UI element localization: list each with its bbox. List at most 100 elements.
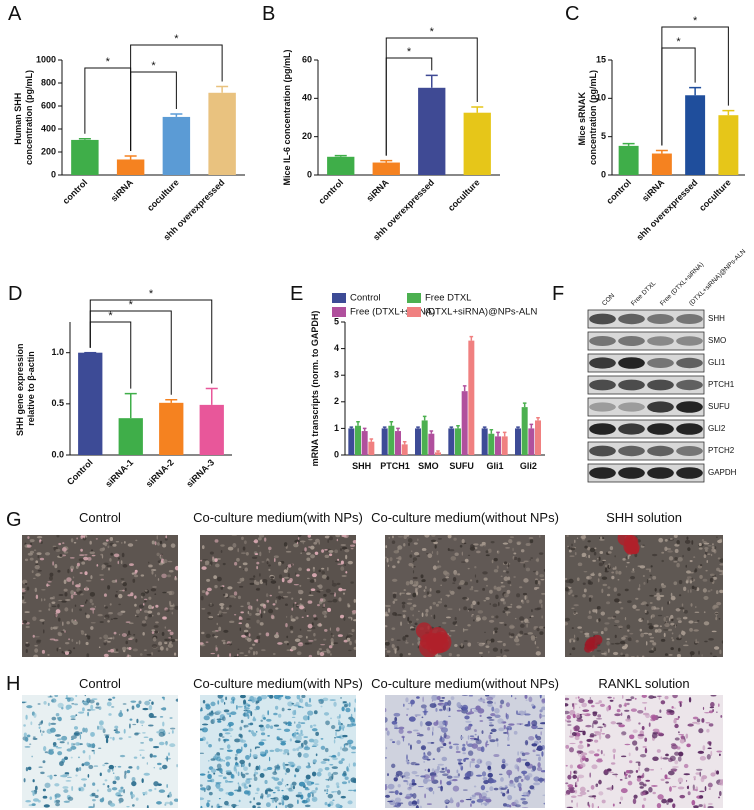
cell	[83, 750, 86, 753]
cell	[589, 597, 591, 602]
cell	[515, 697, 517, 699]
cell	[443, 705, 446, 711]
cell	[151, 716, 157, 718]
cell	[596, 609, 598, 613]
cell	[318, 570, 320, 573]
cell	[408, 598, 413, 600]
cell	[97, 789, 99, 791]
cell	[324, 615, 327, 618]
cell	[387, 558, 389, 563]
cell	[348, 561, 353, 565]
cell	[709, 742, 711, 746]
cell	[637, 710, 643, 714]
cell	[256, 588, 260, 591]
cell	[573, 771, 575, 773]
cell	[64, 592, 67, 596]
cell	[649, 723, 651, 727]
cell	[106, 565, 111, 567]
cell	[592, 723, 593, 728]
cell	[25, 737, 28, 742]
cell	[253, 797, 255, 800]
cell	[412, 614, 414, 616]
cell	[544, 778, 546, 783]
error-bar	[436, 451, 440, 452]
cell	[296, 724, 301, 729]
bar	[448, 428, 454, 455]
cell	[319, 623, 320, 627]
cell	[96, 564, 98, 567]
cell	[646, 568, 650, 570]
cell	[403, 737, 404, 742]
cell	[417, 733, 421, 734]
cell	[127, 634, 129, 636]
cell	[716, 536, 717, 538]
cell	[497, 566, 499, 569]
cell	[460, 545, 463, 548]
cell	[274, 765, 280, 769]
cell	[176, 699, 180, 702]
cell	[652, 757, 658, 761]
cell	[606, 706, 609, 711]
y-tick-label: 5	[601, 131, 606, 141]
cell	[249, 785, 251, 788]
cell	[482, 588, 485, 591]
cell	[174, 652, 176, 655]
bar	[159, 403, 183, 455]
cell	[230, 641, 232, 643]
y-tick-label: 60	[302, 54, 312, 64]
cell	[523, 578, 528, 583]
cell	[675, 624, 676, 628]
cell	[47, 654, 49, 655]
cell	[85, 586, 87, 591]
cell	[351, 746, 356, 749]
cell	[701, 718, 704, 723]
cell	[705, 570, 707, 572]
cell	[157, 612, 160, 615]
cell	[316, 753, 318, 756]
cell	[403, 615, 406, 619]
cell	[338, 634, 343, 637]
cell	[266, 724, 271, 728]
cell	[497, 718, 503, 724]
cell	[272, 799, 274, 803]
cell	[312, 797, 318, 802]
cell	[488, 719, 494, 721]
cell	[142, 632, 144, 636]
cell	[457, 654, 460, 656]
cell	[259, 552, 261, 557]
cell	[462, 539, 465, 544]
cell	[30, 558, 34, 561]
cell	[539, 631, 543, 635]
cell	[273, 792, 276, 793]
cell	[285, 764, 289, 766]
cell	[539, 741, 540, 743]
cell	[65, 642, 69, 644]
cell	[320, 652, 325, 656]
cell	[699, 795, 703, 799]
cell	[569, 790, 575, 793]
cell	[96, 538, 98, 539]
cell	[607, 586, 610, 589]
cell	[55, 793, 61, 797]
cell	[531, 615, 534, 617]
cell	[535, 580, 538, 584]
cell	[526, 623, 528, 627]
cell	[219, 806, 223, 808]
cell	[507, 606, 512, 607]
cell	[442, 622, 446, 624]
bar	[71, 140, 98, 175]
cell	[55, 734, 61, 737]
cell	[38, 766, 42, 768]
cell	[40, 772, 45, 774]
cell	[314, 639, 317, 641]
cell	[494, 627, 498, 630]
cell	[523, 564, 525, 568]
cell	[644, 768, 649, 772]
cell	[702, 541, 706, 543]
cell	[262, 561, 265, 563]
cell	[52, 606, 57, 608]
cell	[159, 767, 162, 770]
cell	[425, 609, 428, 613]
cell	[277, 729, 282, 730]
cell	[602, 733, 605, 734]
